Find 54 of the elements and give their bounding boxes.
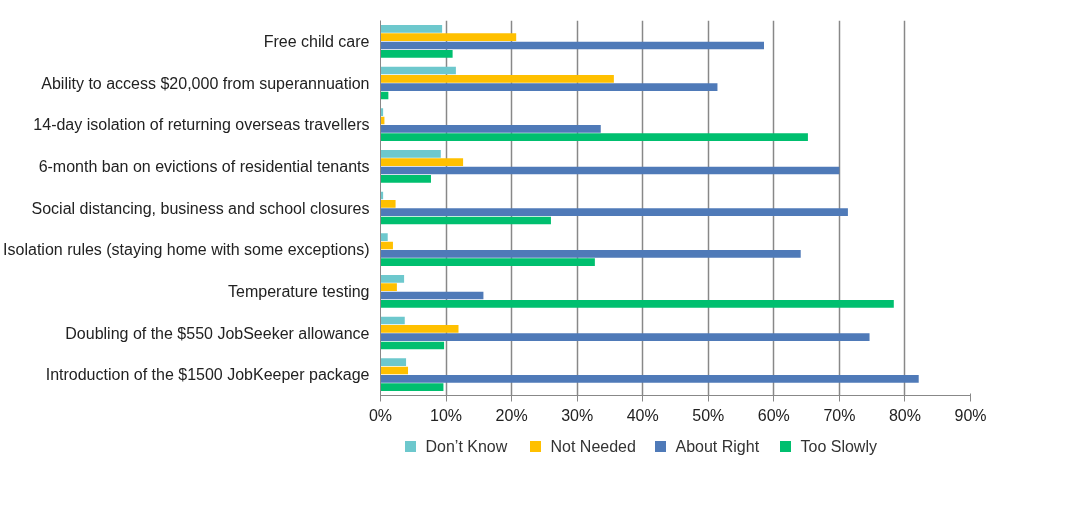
bar [380, 375, 919, 383]
x-tick-label: 50% [692, 406, 725, 424]
bar [380, 291, 484, 300]
y-tick-label: 14-day isolation of returning overseas travellers [33, 116, 370, 134]
bar [380, 250, 801, 258]
legend-label: Too Slowly [800, 438, 877, 455]
legend-label: Not Needed [550, 438, 636, 455]
bar [380, 25, 443, 33]
y-tick-label: Temperature testing [228, 282, 370, 300]
bar [380, 133, 808, 141]
bar [380, 341, 445, 350]
bar [380, 125, 601, 133]
y-tick-label: Social distancing, business and school closures [31, 199, 370, 217]
x-tick-label: 70% [823, 406, 856, 424]
x-tick-label: 60% [757, 406, 790, 424]
bar [380, 275, 405, 283]
y-tick-label: Doubling of the $550 JobSeeker allowance [65, 324, 370, 342]
bar [380, 233, 388, 241]
bar [380, 208, 848, 216]
x-tick-label: 10% [430, 406, 463, 424]
bar [380, 283, 397, 291]
legend-label: Don’t Know [425, 438, 508, 455]
bar [380, 66, 456, 75]
bar [380, 150, 441, 158]
x-tick-label: 20% [495, 406, 528, 424]
bar [380, 83, 718, 91]
y-tick-label: Introduction of the $1500 JobKeeper package [45, 366, 370, 384]
bar [380, 175, 431, 183]
bar [380, 33, 517, 41]
y-tick-label: Ability to access $20,000 from superannuation [41, 74, 370, 92]
bar [380, 200, 396, 208]
x-tick-label: 90% [954, 406, 987, 424]
y-tick-label: 6-month ban on evictions of residential tenants [38, 157, 370, 175]
bar [380, 41, 764, 50]
bar [380, 216, 551, 225]
x-tick-label: 80% [888, 406, 921, 424]
bar [380, 258, 595, 266]
y-tick-label: Free child care [263, 32, 370, 50]
x-tick-label: 0% [368, 406, 393, 424]
bar [380, 366, 409, 375]
legend-label: About Right [675, 438, 760, 455]
x-tick-label: 40% [626, 406, 659, 424]
bar [380, 75, 614, 83]
bar [380, 358, 407, 366]
bar [380, 166, 840, 175]
bar [380, 300, 894, 308]
bar [380, 50, 453, 58]
x-tick-label: 30% [561, 406, 594, 424]
bar [380, 325, 459, 333]
bar [380, 316, 405, 325]
bar [380, 383, 444, 391]
bar [380, 333, 870, 341]
y-tick-label: Isolation rules (staying home with some exceptions) [3, 241, 370, 259]
bar [380, 158, 464, 166]
